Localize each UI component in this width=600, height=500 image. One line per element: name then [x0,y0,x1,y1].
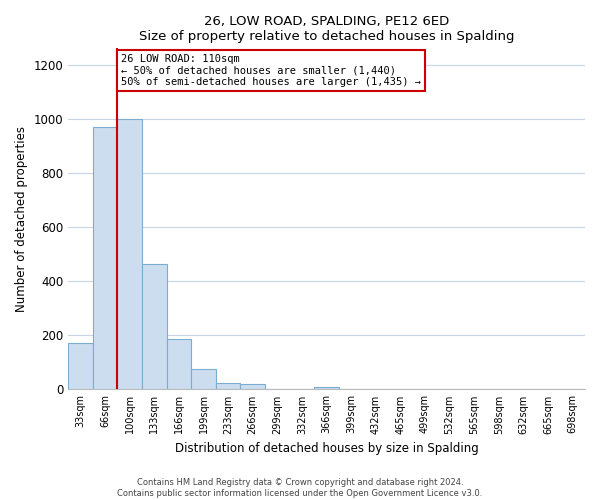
Bar [167,340,191,390]
Title: 26, LOW ROAD, SPALDING, PE12 6ED
Size of property relative to detached houses in: 26, LOW ROAD, SPALDING, PE12 6ED Size of… [139,15,514,43]
Text: Contains HM Land Registry data © Crown copyright and database right 2024.
Contai: Contains HM Land Registry data © Crown c… [118,478,482,498]
Bar [216,382,241,390]
Bar [241,384,265,390]
Bar [93,127,118,390]
X-axis label: Distribution of detached houses by size in Spalding: Distribution of detached houses by size … [175,442,478,455]
Y-axis label: Number of detached properties: Number of detached properties [15,126,28,312]
Bar [118,118,142,390]
Bar [191,369,216,390]
Bar [142,264,167,390]
Bar [68,344,93,390]
Text: 26 LOW ROAD: 110sqm
← 50% of detached houses are smaller (1,440)
50% of semi-det: 26 LOW ROAD: 110sqm ← 50% of detached ho… [121,54,421,87]
Bar [314,386,339,390]
